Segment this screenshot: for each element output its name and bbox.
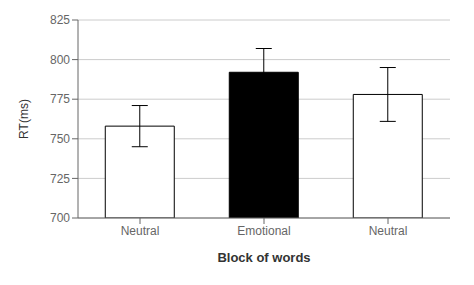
svg-text:725: 725 — [50, 172, 70, 186]
svg-text:800: 800 — [50, 53, 70, 67]
svg-text:Block of words: Block of words — [217, 250, 310, 265]
svg-text:Neutral: Neutral — [369, 224, 408, 238]
svg-text:775: 775 — [50, 92, 70, 106]
svg-text:Neutral: Neutral — [121, 224, 160, 238]
svg-text:750: 750 — [50, 132, 70, 146]
svg-text:RT(ms): RT(ms) — [17, 99, 31, 139]
svg-text:825: 825 — [50, 13, 70, 27]
svg-text:700: 700 — [50, 211, 70, 225]
svg-text:Emotional: Emotional — [237, 224, 290, 238]
